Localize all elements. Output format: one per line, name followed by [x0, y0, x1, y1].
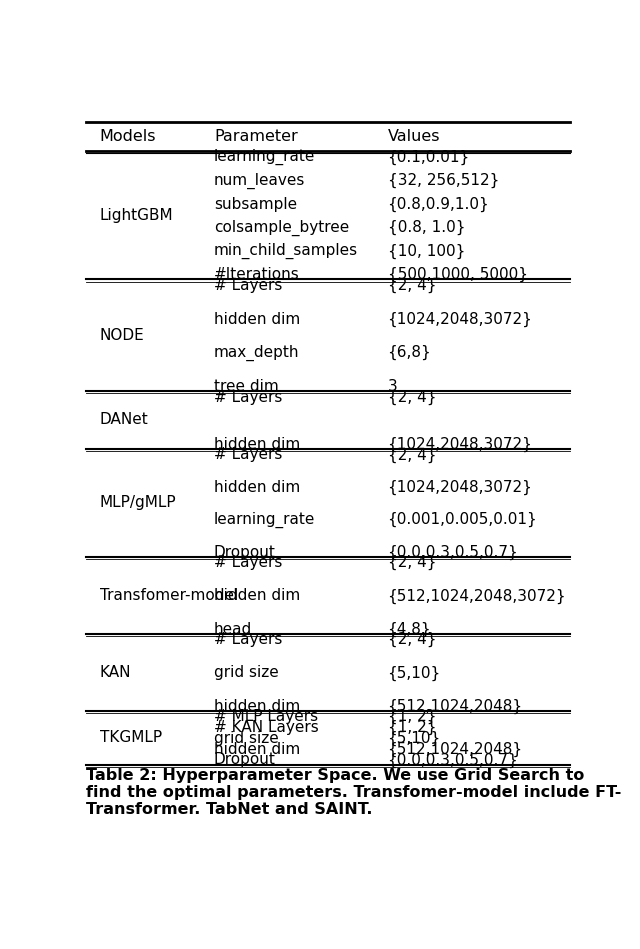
Text: subsample: subsample — [214, 196, 297, 212]
Text: {1024,2048,3072}: {1024,2048,3072} — [388, 311, 532, 326]
Text: num_leaves: num_leaves — [214, 173, 305, 189]
Text: {4,8}: {4,8} — [388, 622, 431, 637]
Text: {2, 4}: {2, 4} — [388, 555, 436, 570]
Text: hidden dim: hidden dim — [214, 437, 300, 452]
Text: {0.0,0.3,0.5,0.7}: {0.0,0.3,0.5,0.7} — [388, 545, 518, 560]
Text: {512,1024,2048}: {512,1024,2048} — [388, 698, 523, 714]
Text: Transformer. TabNet and SAINT.: Transformer. TabNet and SAINT. — [86, 802, 372, 817]
Text: {1024,2048,3072}: {1024,2048,3072} — [388, 480, 532, 495]
Text: Dropout: Dropout — [214, 753, 276, 768]
Text: learning_rate: learning_rate — [214, 149, 316, 165]
Text: TKGMLP: TKGMLP — [100, 730, 162, 745]
Text: 3: 3 — [388, 379, 397, 394]
Text: {1, 2}: {1, 2} — [388, 709, 436, 724]
Text: LightGBM: LightGBM — [100, 208, 173, 223]
Text: head: head — [214, 622, 252, 637]
Text: hidden dim: hidden dim — [214, 588, 300, 604]
Text: Transfomer-model: Transfomer-model — [100, 587, 238, 603]
Text: # Layers: # Layers — [214, 555, 282, 570]
Text: min_child_samples: min_child_samples — [214, 243, 358, 259]
Text: # Layers: # Layers — [214, 632, 282, 647]
Text: Table 2: Hyperparameter Space. We use Grid Search to: Table 2: Hyperparameter Space. We use Gr… — [86, 769, 584, 783]
Text: {0.1,0.01}: {0.1,0.01} — [388, 149, 470, 164]
Text: max_depth: max_depth — [214, 344, 300, 361]
Text: hidden dim: hidden dim — [214, 480, 300, 494]
Text: # Layers: # Layers — [214, 278, 282, 293]
Text: tree dim: tree dim — [214, 379, 278, 394]
Text: # Layers: # Layers — [214, 390, 282, 404]
Text: Parameter: Parameter — [214, 129, 298, 143]
Text: {2, 4}: {2, 4} — [388, 390, 436, 405]
Text: hidden dim: hidden dim — [214, 741, 300, 756]
Text: {1024,2048,3072}: {1024,2048,3072} — [388, 437, 532, 452]
Text: {0.8, 1.0}: {0.8, 1.0} — [388, 220, 465, 235]
Text: {5,10}: {5,10} — [388, 665, 441, 680]
Text: # Layers: # Layers — [214, 448, 282, 462]
Text: # KAN Layers: # KAN Layers — [214, 720, 319, 735]
Text: MLP/gMLP: MLP/gMLP — [100, 495, 177, 511]
Text: {500,1000, 5000}: {500,1000, 5000} — [388, 268, 527, 283]
Text: {2, 4}: {2, 4} — [388, 278, 436, 293]
Text: {6,8}: {6,8} — [388, 345, 431, 361]
Text: Models: Models — [100, 129, 156, 143]
Text: {2, 4}: {2, 4} — [388, 632, 436, 647]
Text: KAN: KAN — [100, 664, 131, 679]
Text: learning_rate: learning_rate — [214, 512, 316, 528]
Text: hidden dim: hidden dim — [214, 311, 300, 326]
Text: {5,10}: {5,10} — [388, 731, 441, 746]
Text: Dropout: Dropout — [214, 545, 276, 560]
Text: {32, 256,512}: {32, 256,512} — [388, 173, 499, 188]
Text: {512,1024,2048}: {512,1024,2048} — [388, 741, 523, 756]
Text: find the optimal parameters. Transfomer-model include FT-: find the optimal parameters. Transfomer-… — [86, 786, 621, 800]
Text: grid size: grid size — [214, 731, 278, 746]
Text: Values: Values — [388, 129, 440, 143]
Text: {0.001,0.005,0.01}: {0.001,0.005,0.01} — [388, 512, 537, 528]
Text: {0.8,0.9,1.0}: {0.8,0.9,1.0} — [388, 196, 489, 212]
Text: {1, 2}: {1, 2} — [388, 720, 436, 735]
Text: #Iterations: #Iterations — [214, 268, 300, 282]
Text: NODE: NODE — [100, 327, 145, 343]
Text: {512,1024,2048,3072}: {512,1024,2048,3072} — [388, 588, 566, 604]
Text: colsample_bytree: colsample_bytree — [214, 219, 349, 235]
Text: # MLP Layers: # MLP Layers — [214, 709, 318, 724]
Text: DANet: DANet — [100, 413, 148, 427]
Text: grid size: grid size — [214, 665, 278, 680]
Text: {0.0,0.3,0.5,0.7}: {0.0,0.3,0.5,0.7} — [388, 753, 518, 768]
Text: {2, 4}: {2, 4} — [388, 447, 436, 462]
Text: {10, 100}: {10, 100} — [388, 244, 465, 259]
Text: hidden dim: hidden dim — [214, 698, 300, 714]
